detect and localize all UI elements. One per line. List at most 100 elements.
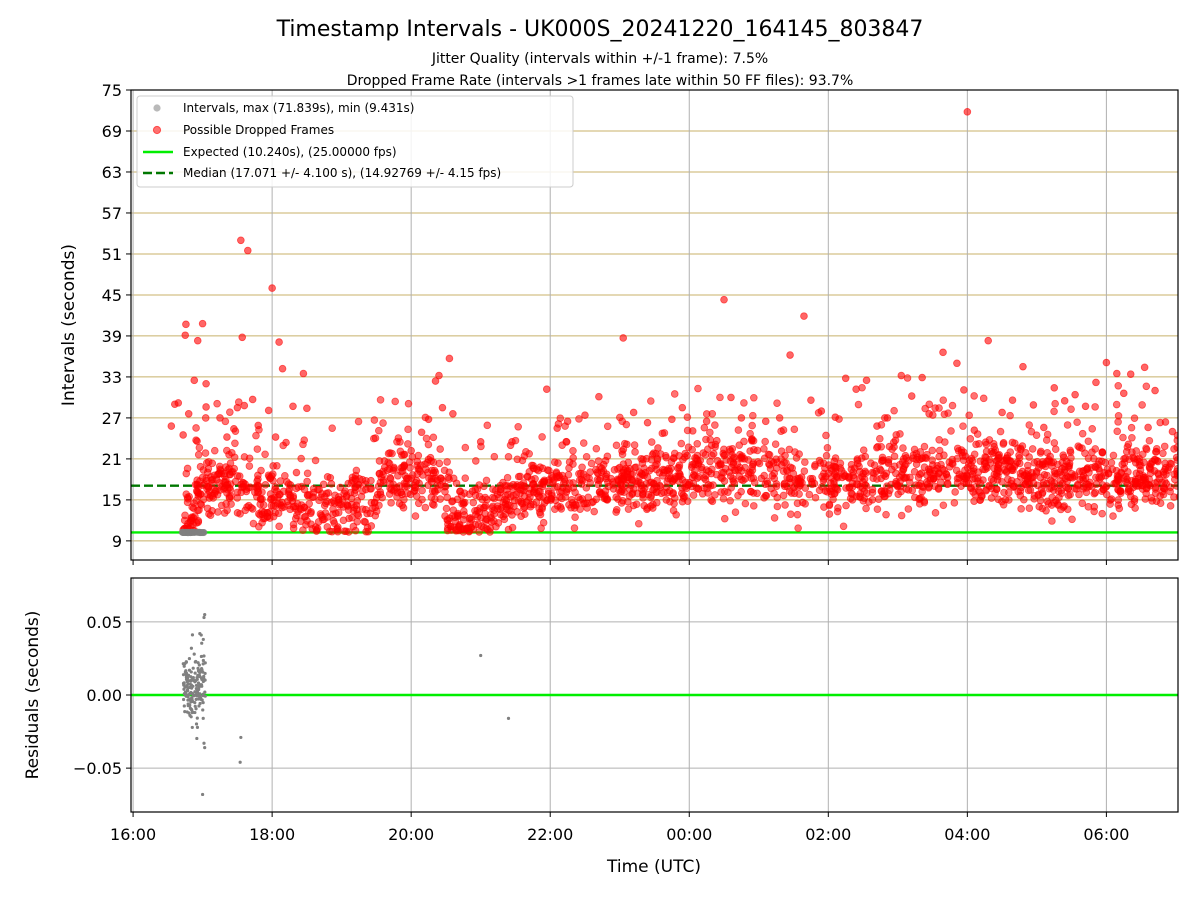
dropped-frame-point [716,393,724,402]
dropped-frame-point [909,451,918,460]
dropped-frame-point [202,403,210,411]
dropped-frame-point [549,478,557,487]
dropped-frame-point [764,450,773,459]
dropped-frame-point [321,509,330,517]
dropped-frame-point [646,493,655,502]
legend-frame [136,95,574,188]
dropped-frame-point [959,456,968,465]
dropped-frame-point [932,472,941,481]
residual-point [182,687,186,691]
dropped-frame-point [574,493,583,502]
dropped-frame-point [539,518,548,527]
dropped-frame-point [662,453,671,462]
dropped-frame-point [293,499,302,508]
dropped-frame-point [981,459,990,467]
dropped-frame-point [351,483,359,492]
dropped-frame-point [523,472,532,481]
dropped-frame-point [735,441,744,449]
dropped-frame-point [471,457,480,465]
dropped-frame-point [376,396,385,404]
dropped-frame-point [688,427,697,435]
dropped-frame-point [749,502,758,510]
residual-point [195,736,199,741]
intervals-y-tick-label: 33 [102,368,122,387]
dropped-frame-point [354,417,363,426]
dropped-frame-point [850,464,859,472]
dropped-frame-point [421,503,430,512]
dropped-frame-point [230,425,238,433]
dropped-frame-point [495,493,503,502]
dropped-frame-point [630,441,639,449]
dropped-frame-point [336,483,345,492]
dropped-frame-point [195,506,203,514]
dropped-frame-point [789,469,798,478]
dropped-frame-point [443,458,451,466]
dropped-frame-point [1050,482,1059,491]
intervals-y-tick-label: 39 [102,327,122,346]
dropped-frame-point [1142,382,1151,391]
x-tick-label: 04:00 [944,825,990,844]
residual-point [186,673,191,677]
dropped-frame-point [1088,425,1097,433]
dropped-frame-point [567,495,576,504]
residual-point [182,664,186,668]
dropped-frame-point [556,503,565,511]
dropped-frame-point [431,474,440,483]
dropped-frame-point [1159,449,1167,458]
dropped-frame-point [1028,445,1037,453]
dropped-frame-point [918,487,926,496]
dropped-frame-point [612,441,621,450]
dropped-frame-point [489,485,497,493]
dropped-frame-point [647,438,656,446]
dropped-frame-point [1083,465,1091,474]
dropped-frame-point [1161,459,1169,468]
dropped-frame-point [449,474,458,483]
legend-marker-dropped [152,125,162,135]
residual-point [193,704,197,708]
dropped-frame-point [694,484,703,493]
x-tick-label: 18:00 [249,825,295,844]
dropped-frame-point [702,410,711,418]
dropped-frame-point [271,433,280,441]
dropped-frame-point [690,460,698,468]
dropped-frame-point [594,469,602,478]
dropped-frame-point [1161,418,1170,426]
residual-point [200,641,204,645]
dropped-frame-point [761,437,769,446]
residual-point [194,697,198,701]
dropped-frame-point [748,421,756,430]
dropped-frame-point [1084,454,1093,463]
dropped-frame-point [1098,449,1107,457]
dropped-frame-point [708,451,716,460]
dropped-frame-point [877,442,886,451]
dropped-frame-point [1037,485,1046,493]
dropped-frame-point [278,503,286,512]
residual-point [202,678,206,682]
residual-point [184,675,188,679]
residuals-x-ticks: 16:00 18:00 20:00 22:00 00:00 02:00 04:00 06:00 [110,812,1129,844]
dropped-frame-point [907,392,916,400]
dropped-frame-point [460,511,469,519]
dropped-frame-point [1119,389,1128,398]
dropped-frame-point [699,449,707,457]
dropped-frame-point [572,501,581,510]
dropped-frame-point [1071,390,1079,399]
dropped-frame-point [529,461,538,470]
residual-point [185,688,190,692]
residuals-y-tick-label: 0.05 [86,613,122,632]
dropped-frame-point [473,485,482,494]
dropped-frame-point [582,452,591,461]
dropped-frame-point [719,494,728,503]
dropped-frame-point [183,498,192,507]
dropped-frame-point [1142,484,1151,493]
dropped-frame-point [668,477,677,486]
dropped-frame-point [726,496,734,505]
dropped-frame-point [545,466,553,475]
dropped-frame-point [1081,449,1089,458]
figure-subtitle-dropped: Dropped Frame Rate (intervals >1 frames … [347,73,854,89]
dropped-frame-point [780,480,788,489]
dropped-frame-point [500,515,509,524]
dropped-frame-point [249,519,258,528]
dropped-frame-point [424,415,433,424]
dropped-frame-point [883,414,892,422]
